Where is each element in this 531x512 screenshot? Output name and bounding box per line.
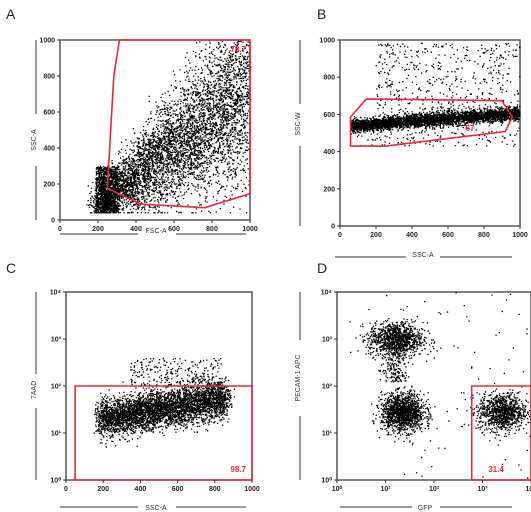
- scatter-points-B: [350, 42, 521, 147]
- ylabel-A: SSC-A: [31, 129, 38, 151]
- xtick-label: 10¹: [380, 486, 391, 493]
- xlabel-A: FSC-A: [146, 228, 167, 235]
- panel-C: C 7AAD SSC-A 98.7 0 200 400 600 800 1000 10⁰ 10…: [6, 260, 260, 512]
- xtick-label: 0: [58, 226, 62, 233]
- gate-label-B: 67: [466, 124, 475, 133]
- ytick-label: 400: [323, 149, 335, 156]
- ylabel-B: SSC-W: [295, 112, 302, 136]
- scatter-points-C: [93, 357, 236, 448]
- gate-D: [470, 385, 531, 481]
- xtick-label: 800: [206, 226, 218, 233]
- xtick-label: 1000: [244, 486, 260, 493]
- xtick-label: 10⁴: [525, 486, 531, 493]
- scatter-point-cloud-C: [93, 357, 236, 448]
- ytick-label: 800: [43, 74, 55, 81]
- ytick-label: 0: [51, 218, 55, 225]
- xtick-label: 200: [97, 486, 109, 493]
- ytick-label: 10¹: [322, 431, 333, 438]
- xlabel-D: GFP: [418, 505, 433, 512]
- panel-label-C: C: [6, 260, 16, 276]
- xtick-label: 1000: [242, 226, 258, 233]
- ytick-label: 600: [43, 110, 55, 117]
- panel-label-A: A: [6, 6, 16, 22]
- xtick-label: 200: [370, 232, 382, 239]
- panel-D: D PECAM-1 APC GFP 31.4 10⁰ 10¹ 10² 10³ 10⁴ 10…: [295, 260, 531, 512]
- xtick-label: 400: [130, 226, 142, 233]
- panel-label-B: B: [317, 6, 326, 22]
- gate-label-C: 98.7: [230, 465, 246, 474]
- ytick-label: 10³: [322, 337, 333, 344]
- scatter-point-cloud-A: [86, 40, 252, 214]
- ytick-label: 400: [43, 146, 55, 153]
- panel-A: A SSC-A FSC-A 78.7 0 200 400 600 800 1000 0 200…: [6, 6, 258, 235]
- gate-label-D: 31.4: [488, 465, 504, 474]
- xtick-label: 0: [64, 486, 68, 493]
- gate-A: [106, 39, 251, 209]
- ytick-label: 10¹: [51, 431, 62, 438]
- xtick-label: 800: [209, 486, 221, 493]
- ytick-label: 10³: [51, 337, 62, 344]
- xtick-label: 600: [168, 226, 180, 233]
- panel-label-D: D: [317, 260, 327, 276]
- ytick-label: 1000: [319, 38, 335, 45]
- ytick-label: 10⁴: [50, 290, 62, 297]
- xtick-label: 10⁰: [332, 485, 343, 493]
- ytick-label: 10⁰: [321, 477, 332, 485]
- xtick-label: 600: [172, 486, 184, 493]
- ytick-label: 800: [323, 75, 335, 82]
- gate-C: [74, 385, 253, 481]
- ytick-label: 600: [323, 112, 335, 119]
- gate-label-A: 78.7: [230, 45, 246, 54]
- gate-B: [349, 98, 514, 147]
- xtick-label: 600: [442, 232, 454, 239]
- scatter-points-A: [86, 40, 252, 214]
- xtick-label: 400: [406, 232, 418, 239]
- xlabel-B: SSC-A: [412, 252, 434, 259]
- ytick-label: 200: [323, 186, 335, 193]
- ytick-label: 10²: [51, 384, 62, 391]
- xtick-label: 10³: [477, 486, 488, 493]
- panel-B: B SSC-W SSC-A 67 0 200 400 600 800 1000 0 200 40…: [295, 6, 528, 259]
- ylabel-C: 7AAD: [31, 381, 38, 399]
- ytick-label: 200: [43, 182, 55, 189]
- ytick-label: 10⁰: [50, 477, 61, 485]
- xtick-label: 800: [478, 232, 490, 239]
- ytick-label: 10⁴: [321, 290, 333, 297]
- xtick-label: 0: [338, 232, 342, 239]
- ylabel-D: PECAM-1 APC: [295, 354, 302, 401]
- ytick-label: 10²: [322, 384, 333, 391]
- plot-frame-B: [339, 39, 521, 227]
- ytick-label: 0: [331, 224, 335, 231]
- xtick-label: 1000: [512, 232, 528, 239]
- xtick-label: 10²: [429, 486, 440, 493]
- ytick-label: 1000: [39, 38, 55, 45]
- xtick-label: 400: [135, 486, 147, 493]
- xlabel-C: SSC-A: [145, 505, 167, 512]
- scatter-point-cloud-B: [350, 42, 521, 147]
- xtick-label: 200: [92, 226, 104, 233]
